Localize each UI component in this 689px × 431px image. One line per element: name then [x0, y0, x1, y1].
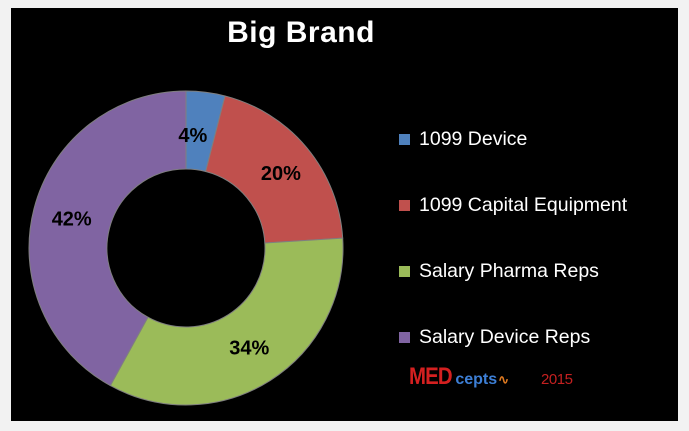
donut-slice-4	[28, 90, 187, 387]
legend-label-2: 1099 Capital Equipment	[419, 193, 628, 216]
logo-pulse-icon: ∿	[498, 372, 510, 387]
logo-year: 2015	[541, 371, 573, 388]
donut-slice-3	[109, 237, 344, 406]
legend-swatch-1	[399, 133, 410, 145]
logo-med-text: MED	[409, 363, 453, 390]
legend-item-4: Salary Device Reps	[399, 324, 590, 350]
legend-label-3: Salary Pharma Reps	[419, 259, 599, 282]
logo-cepts-text: cepts	[455, 371, 498, 388]
legend-swatch-4	[399, 331, 410, 343]
legend-label-1: 1099 Device	[419, 127, 528, 150]
donut-slice-2	[205, 95, 344, 244]
slice-value-label-2: 20%	[261, 163, 301, 185]
legend-swatch-2	[399, 199, 410, 211]
legend-label-4: Salary Device Reps	[419, 325, 591, 348]
legend-swatch-3	[399, 265, 410, 277]
legend-item-2: 1099 Capital Equipment	[399, 192, 627, 218]
chart-title: Big Brand	[227, 16, 375, 49]
legend-item-1: 1099 Device	[399, 126, 527, 152]
legend-item-3: Salary Pharma Reps	[399, 258, 599, 284]
donut-chart: 4% 20% 34% 42%	[28, 90, 344, 406]
slice-value-label-4: 42%	[52, 209, 92, 231]
medcepts-logo: MED cepts ∿ 2015	[409, 363, 573, 393]
slice-value-label-1: 4%	[178, 125, 207, 147]
slice-value-label-3: 34%	[229, 338, 269, 360]
chart-panel: Big Brand 4% 20% 34% 42% 1099 Device 1099 Ca…	[11, 8, 678, 421]
